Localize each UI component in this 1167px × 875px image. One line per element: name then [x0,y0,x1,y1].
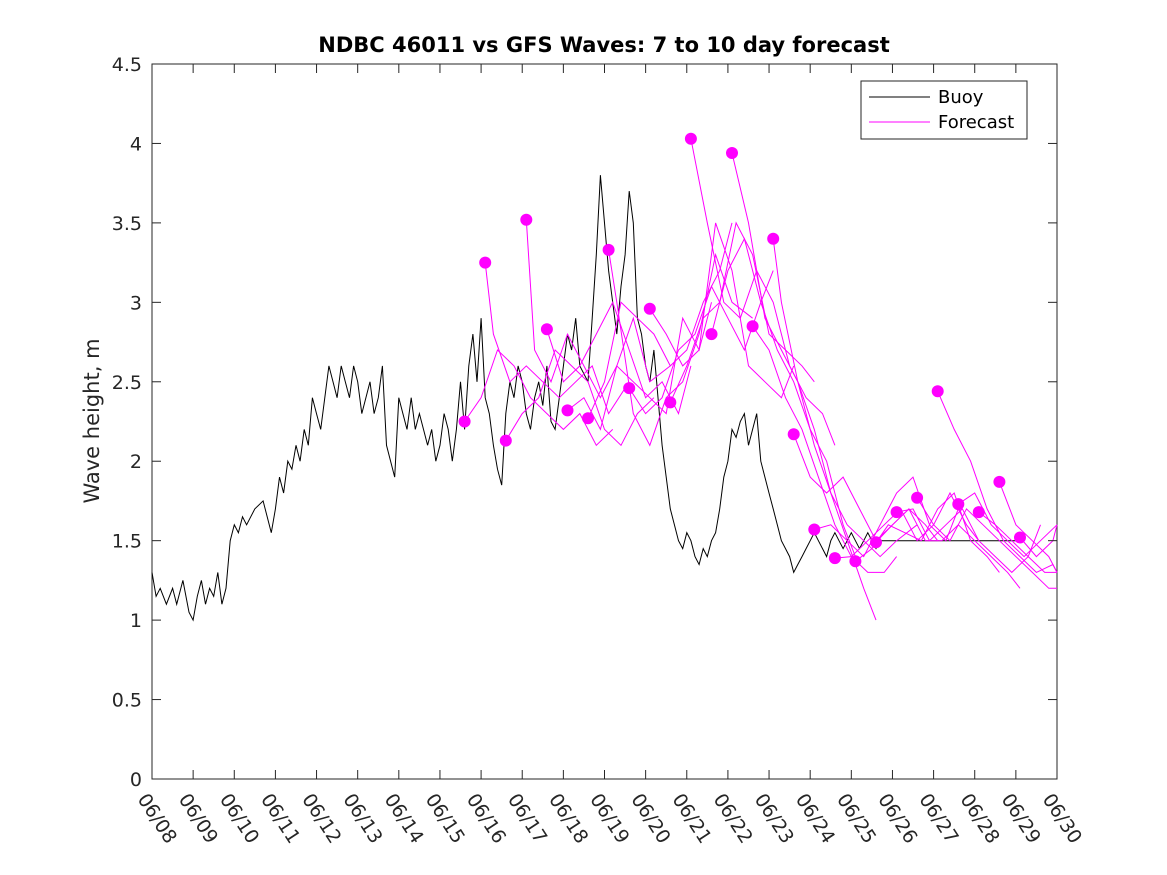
legend-label-forecast: Forecast [938,112,1014,133]
series-forecast-line-15 [772,238,918,558]
plot-area [151,63,1058,780]
series-forecast-line-0 [464,349,614,447]
series-forecast-line-19 [855,492,1000,573]
series-forecast-line-14 [752,325,897,573]
y-axis-ticks: 0 0.5 1 1.5 2 2.5 3 3.5 4 4.5 [112,54,1057,791]
y-tick-label: 2 [130,451,142,473]
series-forecast-line-21 [896,508,1041,574]
forecast-start-point-27 [1014,531,1026,544]
forecast-start-point-17 [808,523,821,536]
y-tick-label: 0 [130,769,142,791]
forecast-start-point-26 [993,475,1006,488]
forecast-start-point-11 [684,132,697,145]
forecast-start-point-19 [849,555,862,568]
forecast-start-point-25 [972,506,985,519]
y-axis-label: Wave height, m [80,338,104,503]
series-forecast-line-9 [649,222,795,399]
forecast-start-point-3 [520,213,533,226]
series-forecast-line-20 [875,508,1021,589]
chart-title: NDBC 46011 vs GFS Waves: 7 to 10 day for… [318,33,889,57]
forecast-start-point-14 [746,320,759,333]
forecast-start-point-16 [787,428,800,441]
series-forecast-line-24 [958,492,1058,558]
legend: Buoy Forecast [860,80,1028,140]
forecast-start-point-20 [870,536,882,549]
forecast-start-point-23 [931,385,944,398]
series-buoy-line [151,175,1025,622]
y-tick-label: 1 [130,610,142,632]
series-forecast-line-25 [978,511,1057,573]
forecast-start-point-18 [828,552,841,565]
y-tick-label: 4 [130,133,142,155]
legend-label-buoy: Buoy [938,87,984,108]
y-tick-label: 0.5 [112,690,142,712]
forecast-start-point-5 [561,404,574,417]
forecast-start-point-2 [499,434,512,447]
forecast-start-point-13 [726,147,738,159]
series-forecast-line-3 [525,219,671,399]
forecast-start-point-6 [582,412,594,425]
forecast-start-point-7 [602,243,615,256]
y-tick-label: 3.5 [112,213,142,235]
forecast-start-point-15 [767,232,780,245]
forecast-start-point-4 [540,323,553,336]
series-forecast-line-11 [690,138,836,446]
series-forecast-line-27 [1019,524,1058,558]
series-forecast-line-7 [608,249,753,447]
forecast-start-point-9 [643,302,656,315]
series-forecast-line-23 [937,391,1058,574]
y-tick-label: 4.5 [112,54,142,76]
y-tick-label: 3 [130,292,142,314]
legend-box [860,80,1028,140]
series-forecast-line-26 [998,481,1058,573]
series-forecast-line-12 [711,237,856,557]
y-tick-label: 2.5 [112,372,142,394]
series-forecast-line-22 [916,497,1057,589]
forecast-start-point-24 [952,498,965,511]
series-forecast-line-5 [567,302,712,431]
y-tick-label: 1.5 [112,531,142,553]
axes-box [151,63,1058,780]
forecast-start-point-0 [458,415,471,428]
forecast-start-point-1 [479,256,492,269]
forecast-start-point-8 [623,382,636,395]
series-forecast-line-2 [505,349,655,447]
forecast-start-point-22 [911,491,924,504]
forecast-start-point-21 [890,506,903,519]
forecast-start-point-12 [705,328,718,341]
forecast-start-point-10 [664,396,677,409]
